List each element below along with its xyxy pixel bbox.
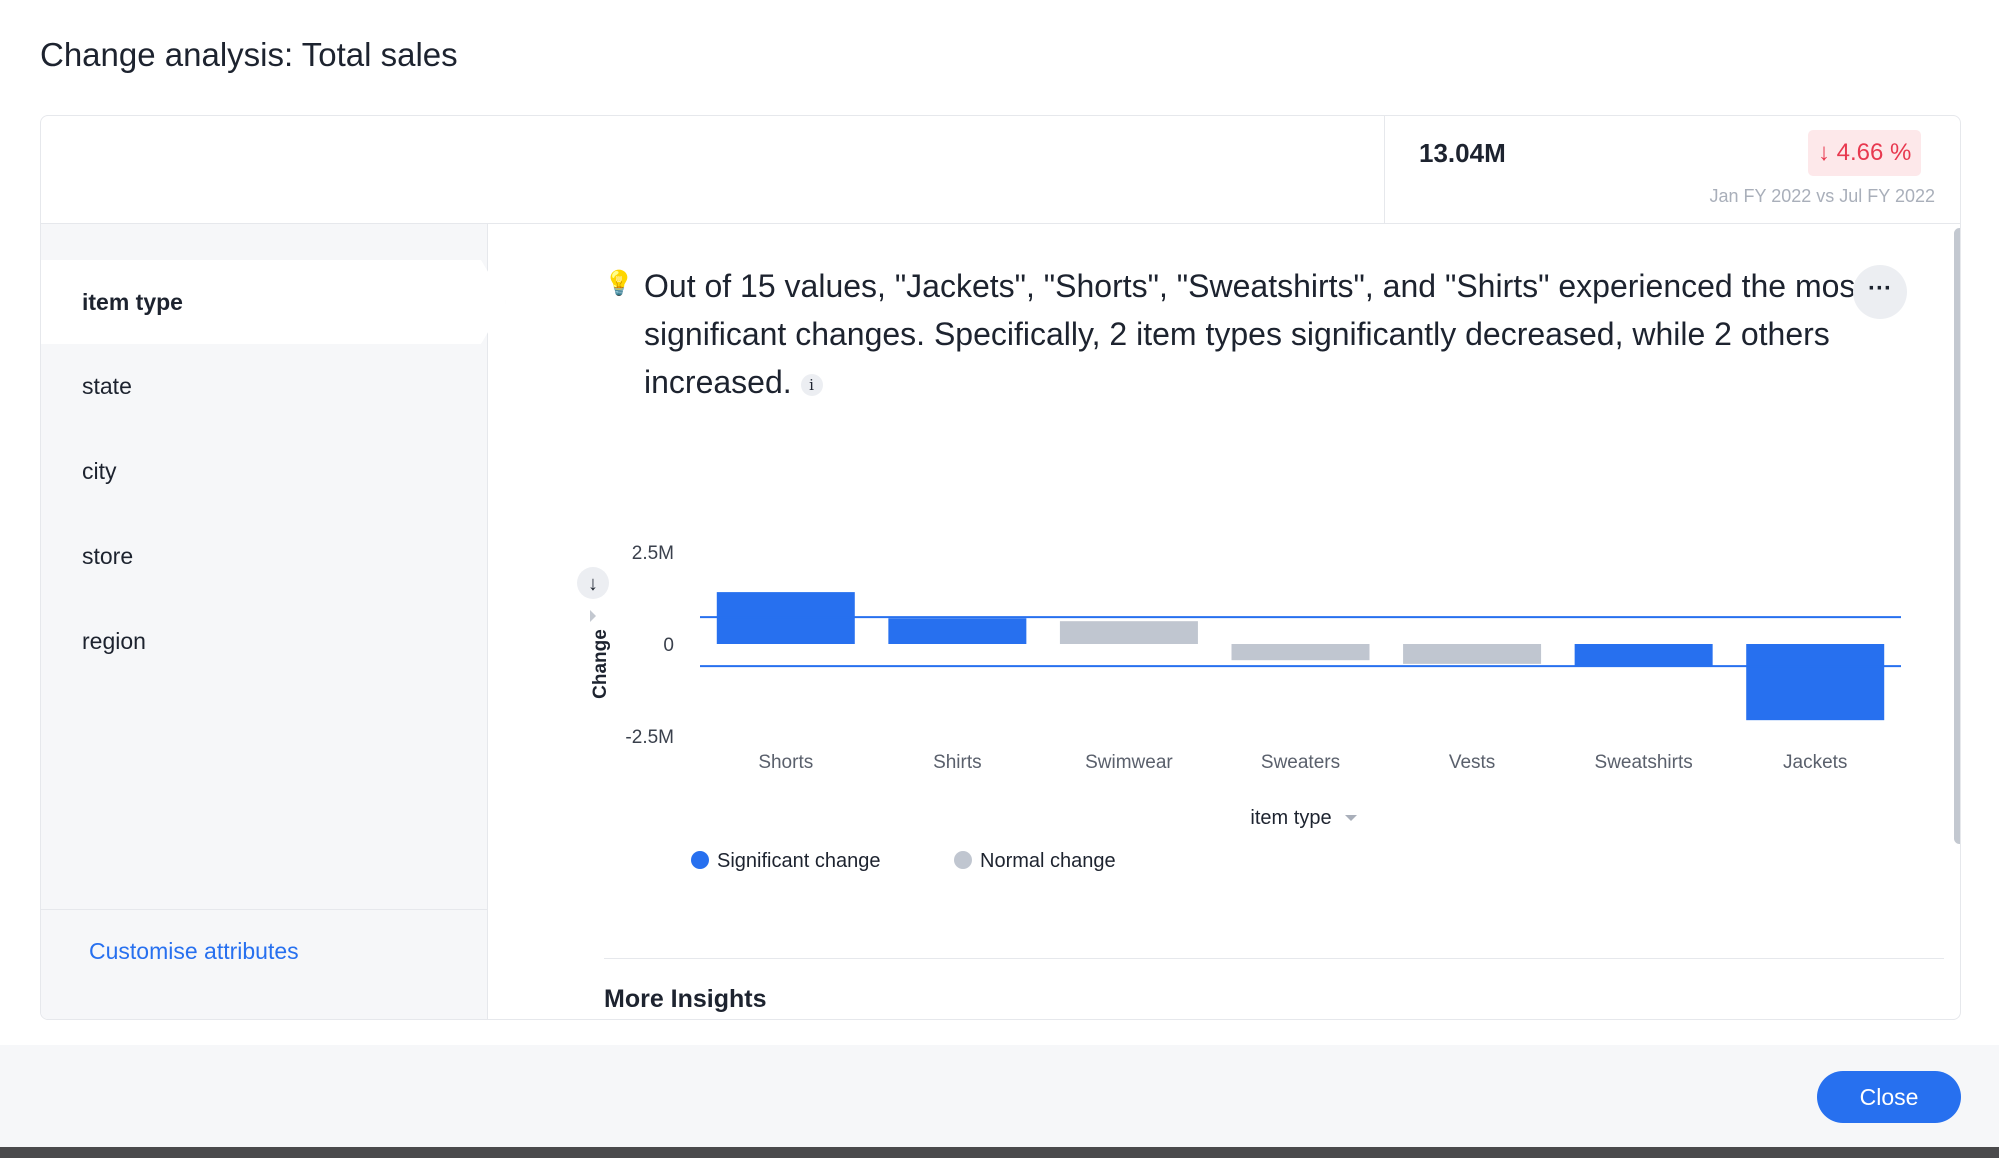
dialog-title: Change analysis: Total sales [40,36,458,73]
attribute-store[interactable]: store [82,543,134,569]
legend-label: Significant change [717,850,880,872]
more-insights-heading: More Insights [604,985,767,1013]
bar-swimwear [1059,621,1198,644]
x-axis-dropdown-icon [1345,815,1357,821]
insight-sentence: Out of 15 values, "Jackets", "Shorts", "… [644,268,1865,400]
legend-label: Normal change [980,850,1116,872]
divider [1384,116,1385,224]
bar-shirts [888,618,1027,644]
analysis-card: 13.04M ↓ 4.66 % Jan FY 2022 vs Jul FY 20… [40,115,1961,1020]
comparison-period: Jan FY 2022 vs Jul FY 2022 [1709,186,1935,206]
total-value: 13.04M [1419,138,1506,168]
x-tick-label: Sweaters [1261,752,1340,773]
scrollbar[interactable] [1954,228,1960,844]
change-bar-chart: 2.5M 0 -2.5M Change ↓ Shorts Shirts Swimwear Swe… [577,543,1901,872]
y-axis-label: Change [590,629,611,699]
expand-caret-icon [590,610,596,622]
legend-marker [691,851,709,869]
divider [41,909,488,910]
x-tick-label: Shirts [933,752,982,773]
y-tick-label: -2.5M [625,727,674,748]
x-axis-label: item type [1250,807,1331,829]
close-button[interactable]: Close [1817,1071,1961,1123]
x-tick-label: Sweatshirts [1595,752,1693,773]
insight-text: Out of 15 values, "Jackets", "Shorts", "… [644,262,1874,406]
attributes-sidebar: item type state city store region Custom… [41,224,506,1019]
info-icon[interactable]: i [800,373,823,396]
bar-vests [1403,644,1542,664]
bar-jackets [1746,644,1885,721]
background-strip [0,1147,1999,1158]
sort-button-bg [577,567,609,599]
attribute-region[interactable]: region [82,628,146,654]
x-tick-label: Shorts [758,752,813,773]
summary-header: 13.04M ↓ 4.66 % Jan FY 2022 vs Jul FY 20… [41,116,1960,224]
sort-arrow-icon: ↓ [588,573,598,595]
customise-attributes-link[interactable]: Customise attributes [89,938,299,964]
lightbulb-sparkle-icon: 💡 [604,270,634,297]
bar-sweaters [1231,644,1370,661]
more-options-button[interactable]: ··· [1853,265,1907,319]
dialog-footer: Close [0,1045,1999,1147]
attribute-city[interactable]: city [82,458,117,484]
change-badge: ↓ 4.66 % [1808,130,1922,176]
divider [604,958,1944,959]
x-tick-label: Vests [1449,752,1495,773]
attribute-item-type[interactable]: item type [41,260,506,344]
x-tick-label: Jackets [1783,752,1847,773]
y-tick-label: 0 [663,635,674,656]
x-tick-label: Swimwear [1085,752,1173,773]
insight-panel: 💡 Out of 15 values, "Jackets", "Shorts",… [489,224,1960,1019]
legend-marker [954,851,972,869]
attribute-state[interactable]: state [82,373,132,399]
bar-sweatshirts [1574,644,1713,667]
y-tick-label: 2.5M [632,543,674,564]
